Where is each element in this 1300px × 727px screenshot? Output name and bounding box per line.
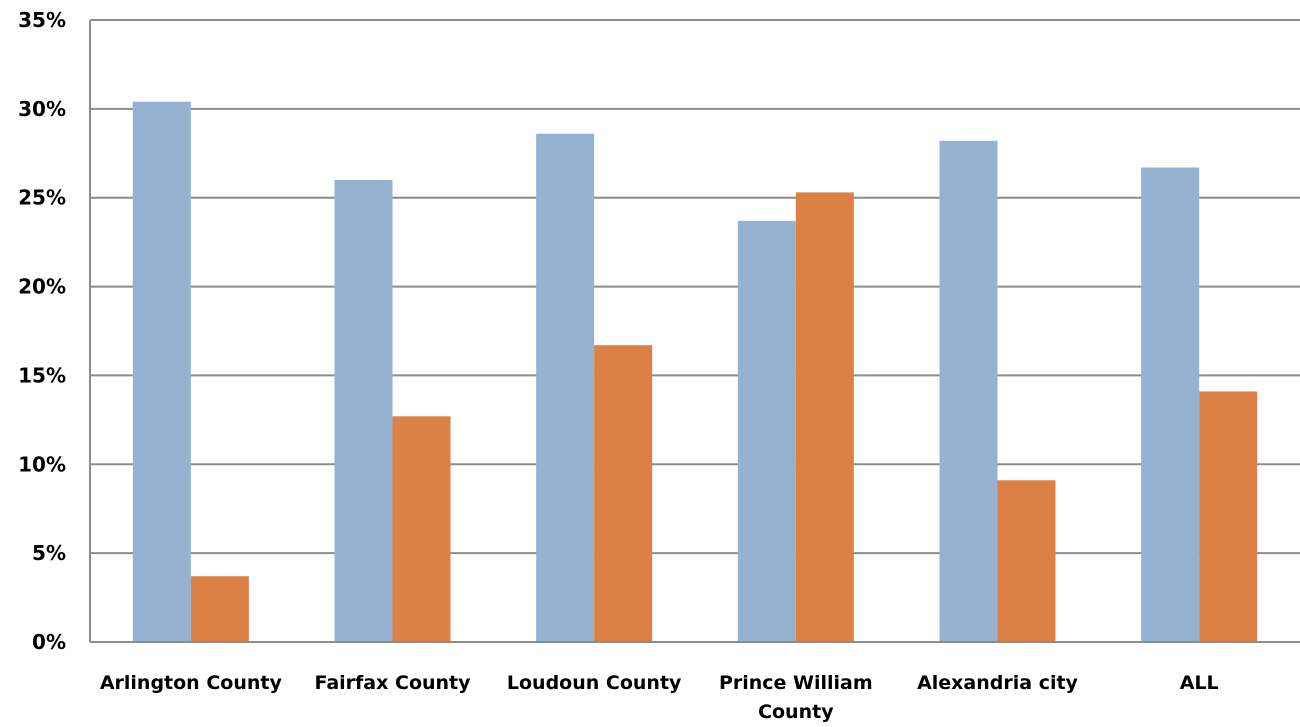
y-tick-label: 0% — [32, 630, 66, 654]
bar-series-2-2 — [594, 345, 653, 642]
bar-series-1-0 — [132, 101, 191, 642]
y-tick-label: 35% — [18, 8, 66, 32]
axes — [89, 20, 1300, 643]
x-tick-label-line: Fairfax County — [314, 672, 471, 694]
x-tick-label: Fairfax County — [314, 672, 471, 694]
y-tick-label: 20% — [18, 275, 66, 299]
y-tick-label: 25% — [18, 186, 66, 210]
bar-series-1-5 — [1141, 167, 1200, 642]
bar-series-2-1 — [392, 416, 451, 642]
bar-series-2-4 — [997, 480, 1056, 642]
x-tick-label: ALL — [1180, 672, 1219, 694]
x-tick-label: Alexandria city — [917, 672, 1078, 694]
x-tick-label: Prince William County — [719, 672, 873, 723]
y-tick-label: 15% — [18, 363, 66, 387]
bar-series-1-3 — [737, 220, 796, 642]
x-tick-label-line: Prince William — [719, 672, 873, 694]
bar-series-1-4 — [939, 140, 998, 643]
x-axis-ticks: Arlington County Fairfax County Loudoun Co… — [100, 672, 1219, 723]
x-tick-label-line: County — [758, 701, 834, 723]
y-tick-label: 5% — [32, 541, 66, 565]
x-tick-label-line: Loudoun County — [507, 672, 682, 694]
y-axis-ticks: 0% 5% 10% 15% 20% 25% 30% 35% — [18, 8, 66, 654]
bar-series-2-5 — [1199, 391, 1258, 642]
bar-series-1-1 — [334, 179, 393, 642]
bars — [132, 101, 1258, 643]
y-tick-label: 30% — [18, 97, 66, 121]
x-tick-label-line: Arlington County — [100, 672, 283, 694]
bar-series-1-2 — [536, 133, 595, 643]
x-tick-label: Loudoun County — [507, 672, 682, 694]
bar-series-2-0 — [190, 576, 249, 642]
y-tick-label: 10% — [18, 452, 66, 476]
x-tick-label-line: ALL — [1180, 672, 1219, 694]
x-tick-label-line: Alexandria city — [917, 672, 1078, 694]
gridlines — [90, 19, 1300, 555]
x-tick-label: Arlington County — [100, 672, 283, 694]
bar-series-2-3 — [795, 192, 854, 642]
